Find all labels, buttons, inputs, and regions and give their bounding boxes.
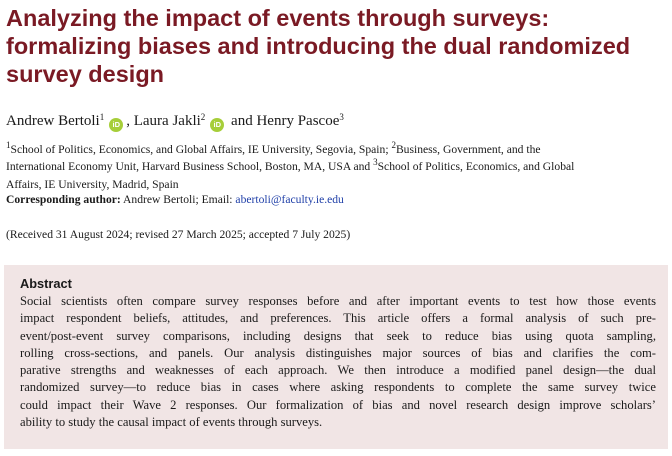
abstract-line: could impact their Wave 2 responses. Our… xyxy=(20,397,656,412)
abstract-line: Social scientists often compare survey r… xyxy=(20,294,656,308)
author-name: Andrew Bertoli xyxy=(6,113,100,129)
abstract-line: randomized survey—to reduce bias in case… xyxy=(20,380,656,395)
author-affiliation-marker: 2 xyxy=(200,112,206,122)
affiliation-text: International Economy Unit, Harvard Busi… xyxy=(6,160,374,174)
affiliation-marker: 1 xyxy=(6,140,11,150)
title-line: Analyzing the impact of events through s… xyxy=(6,5,550,31)
corresponding-author-label: Corresponding author: xyxy=(6,193,121,206)
author-separator: and xyxy=(227,113,257,129)
orcid-icon[interactable]: iD xyxy=(210,118,225,132)
abstract-body: Social scientists often compare survey r… xyxy=(20,293,656,431)
abstract-line: rolling cross-sections, and panels. Our … xyxy=(20,345,656,360)
email-link[interactable]: abertoli@faculty.ie.edu xyxy=(235,193,344,206)
author-name: Laura Jakli xyxy=(133,113,201,129)
affiliation-line: Affairs, IE University, Madrid, Spain xyxy=(6,177,179,191)
orcid-icon[interactable]: iD xyxy=(109,118,124,132)
author-separator: , xyxy=(126,113,134,129)
submission-dates: (Received 31 August 2024; revised 27 Mar… xyxy=(6,228,351,241)
affiliation-text: School of Politics, Economics, and Globa… xyxy=(10,143,392,156)
affiliation-marker: 3 xyxy=(373,157,378,168)
affiliation-text: Business, Government, and the xyxy=(395,143,541,156)
abstract-line: parative strengths and weaknesses of eac… xyxy=(20,363,656,378)
abstract-heading: Abstract xyxy=(20,276,72,291)
affiliation-text: School of Politics, Economics, and Globa… xyxy=(377,160,575,174)
abstract-line: event/post-event survey comparisons, inc… xyxy=(20,328,656,343)
corresponding-author: Corresponding author: Andrew Bertoli; Em… xyxy=(6,191,344,208)
author-list: Andrew Bertoli1 iD, Laura Jakli2 iD and He… xyxy=(6,111,344,132)
abstract-panel: Abstract Social scientists often compare… xyxy=(4,265,668,449)
affiliation-line: 1School of Politics, Economics, and Glob… xyxy=(6,141,668,158)
abstract-line: ability to study the causal impact of ev… xyxy=(20,415,323,430)
author-affiliation-marker: 3 xyxy=(339,112,344,122)
title-line: formalizing biases and introducing the d… xyxy=(6,33,631,59)
affiliation-marker: 2 xyxy=(391,140,396,150)
abstract-line: impact respondent beliefs, attitudes, an… xyxy=(20,311,656,326)
title-line: survey design xyxy=(6,61,165,87)
author-name: Henry Pascoe xyxy=(256,113,340,129)
affiliations: 1School of Politics, Economics, and Glob… xyxy=(6,141,668,193)
corresponding-author-text: Andrew Bertoli; Email: xyxy=(120,193,236,206)
affiliation-line: International Economy Unit, Harvard Busi… xyxy=(6,158,668,175)
paper-title: Analyzing the impact of events through s… xyxy=(6,4,668,88)
author-affiliation-marker: 1 xyxy=(99,112,105,122)
